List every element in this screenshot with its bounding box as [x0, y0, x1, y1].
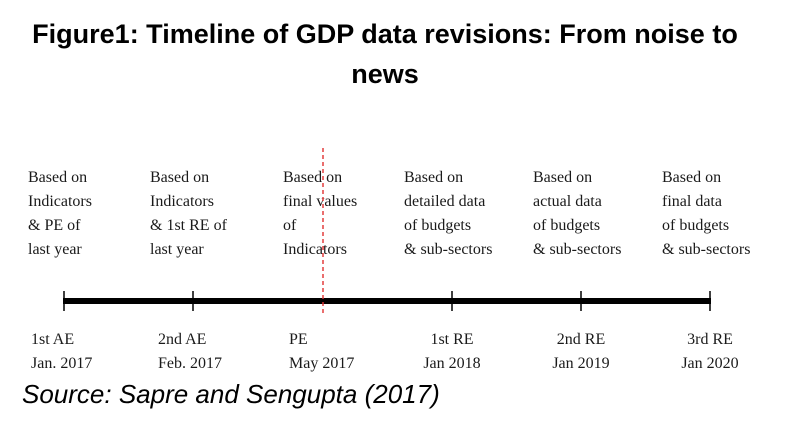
- description-line: of budgets: [662, 217, 730, 234]
- description-line: final data: [662, 193, 722, 210]
- estimate-label-pe: PE May 2017: [289, 328, 409, 376]
- description-line: of: [283, 217, 297, 234]
- estimate-label-3rd-re: 3rd RE Jan 2020: [650, 328, 770, 376]
- source-caption: Source: Sapre and Sengupta (2017): [22, 379, 440, 409]
- description-line: Based on: [150, 169, 210, 186]
- description-2nd-ae: Based on Indicators & 1st RE of last yea…: [150, 166, 285, 262]
- estimate-date: Jan. 2017: [31, 355, 93, 372]
- description-line: Based on: [404, 169, 464, 186]
- description-1st-ae: Based on Indicators & PE of last year: [28, 166, 163, 262]
- estimate-date: Jan 2018: [423, 355, 481, 372]
- description-line: & sub-sectors: [533, 241, 622, 258]
- figure-title: Figure1: Timeline of GDP data revisions:…: [0, 14, 770, 94]
- description-line: detailed data: [404, 193, 486, 210]
- description-3rd-re: Based on final data of budgets & sub-sec…: [662, 166, 797, 262]
- description-line: last year: [150, 241, 204, 258]
- estimate-label-2nd-ae: 2nd AE Feb. 2017: [158, 328, 278, 376]
- description-line: & sub-sectors: [662, 241, 751, 258]
- description-line: of budgets: [533, 217, 601, 234]
- description-line: final values: [283, 193, 358, 210]
- estimate-name: 1st AE: [31, 331, 75, 348]
- description-line: Indicators: [28, 193, 92, 210]
- estimate-name: 3rd RE: [687, 331, 733, 348]
- description-line: Based on: [28, 169, 88, 186]
- estimate-date: Jan 2019: [552, 355, 610, 372]
- estimate-label-1st-ae: 1st AE Jan. 2017: [31, 328, 151, 376]
- description-pe: Based on final values of Indicators: [283, 166, 418, 262]
- description-line: & 1st RE of: [150, 217, 227, 234]
- description-1st-re: Based on detailed data of budgets & sub-…: [404, 166, 539, 262]
- estimate-name: 1st RE: [430, 331, 474, 348]
- description-line: actual data: [533, 193, 602, 210]
- estimate-name: 2nd AE: [158, 331, 207, 348]
- estimate-name: PE: [289, 331, 308, 348]
- estimate-label-1st-re: 1st RE Jan 2018: [392, 328, 512, 376]
- estimate-date: Jan 2020: [681, 355, 739, 372]
- description-line: last year: [28, 241, 82, 258]
- description-2nd-re: Based on actual data of budgets & sub-se…: [533, 166, 668, 262]
- description-line: Indicators: [283, 241, 347, 258]
- description-line: & PE of: [28, 217, 81, 234]
- description-line: Based on: [533, 169, 593, 186]
- description-line: of budgets: [404, 217, 472, 234]
- figure-title-line-1: Figure1: Timeline of GDP data revisions:…: [32, 19, 738, 49]
- estimate-date: Feb. 2017: [158, 355, 222, 372]
- estimate-date: May 2017: [289, 355, 355, 372]
- description-line: & sub-sectors: [404, 241, 493, 258]
- figure-title-line-2: news: [351, 59, 419, 89]
- description-line: Based on: [283, 169, 343, 186]
- description-line: Indicators: [150, 193, 214, 210]
- description-line: Based on: [662, 169, 722, 186]
- estimate-name: 2nd RE: [556, 331, 606, 348]
- estimate-label-2nd-re: 2nd RE Jan 2019: [521, 328, 641, 376]
